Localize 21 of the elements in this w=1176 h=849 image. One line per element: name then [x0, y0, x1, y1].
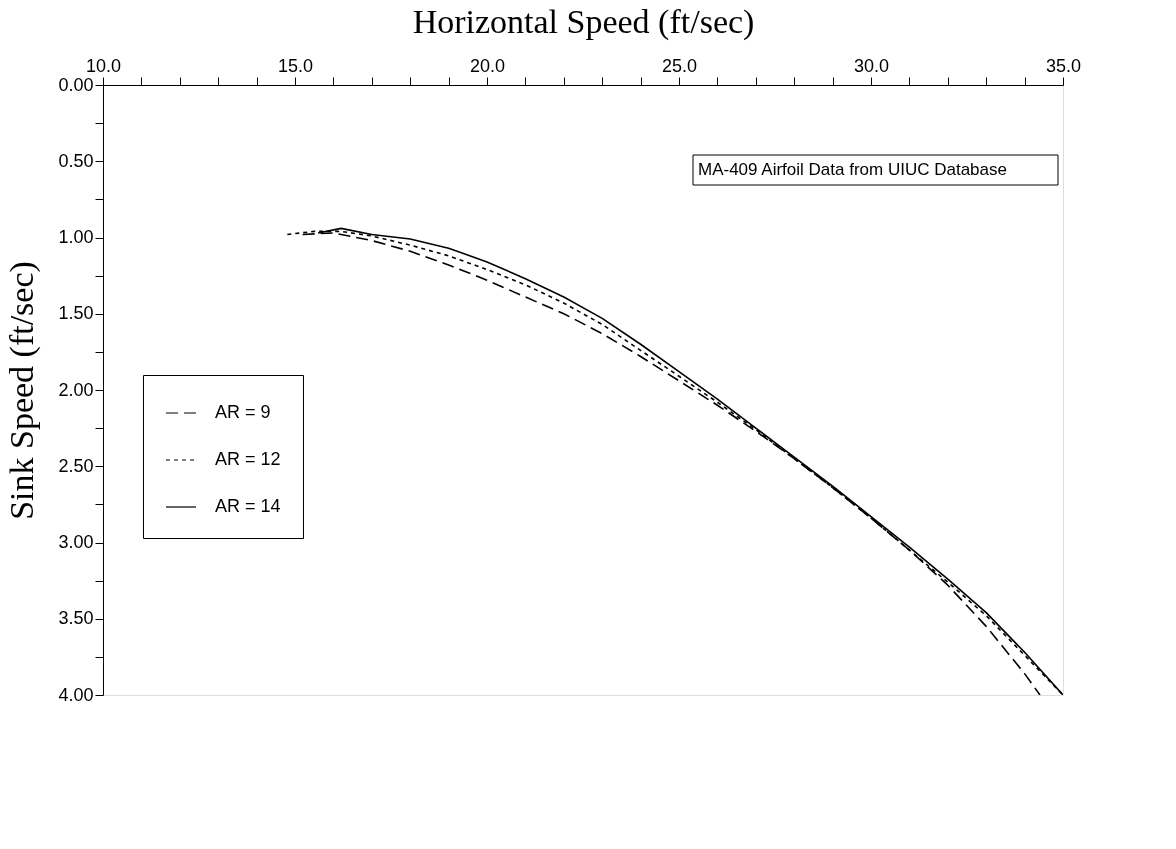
legend-label: AR = 14 — [215, 496, 281, 516]
x-tick-label: 20.0 — [469, 55, 506, 76]
x-tick-label: 15.0 — [277, 55, 314, 76]
x-tick-label: 10.0 — [85, 55, 122, 76]
y-axis-title: Sink Speed (ft/sec) — [3, 261, 42, 520]
y-tick-label: 2.50 — [58, 455, 94, 476]
y-tick-label: 2.00 — [58, 379, 94, 400]
legend-label: AR = 12 — [215, 449, 281, 469]
y-tick-label: 0.50 — [58, 150, 94, 171]
y-tick-label: 3.50 — [58, 608, 94, 629]
annotation: MA-409 Airfoil Data from UIUC Database — [698, 160, 1007, 179]
y-tick-label: 1.00 — [58, 227, 94, 247]
y-tick-label: 3.00 — [58, 532, 94, 552]
y-tick-label: 0.00 — [58, 74, 94, 95]
x-axis-title: Horizontal Speed (ft/sec) — [412, 2, 755, 41]
x-tick-label: 30.0 — [853, 55, 890, 76]
y-tick-label: 1.50 — [58, 303, 94, 324]
legend-label: AR = 9 — [215, 402, 271, 422]
y-tick-label: 4.00 — [58, 684, 94, 705]
x-tick-label: 35.0 — [1045, 55, 1082, 76]
x-tick-label: 25.0 — [661, 55, 698, 76]
